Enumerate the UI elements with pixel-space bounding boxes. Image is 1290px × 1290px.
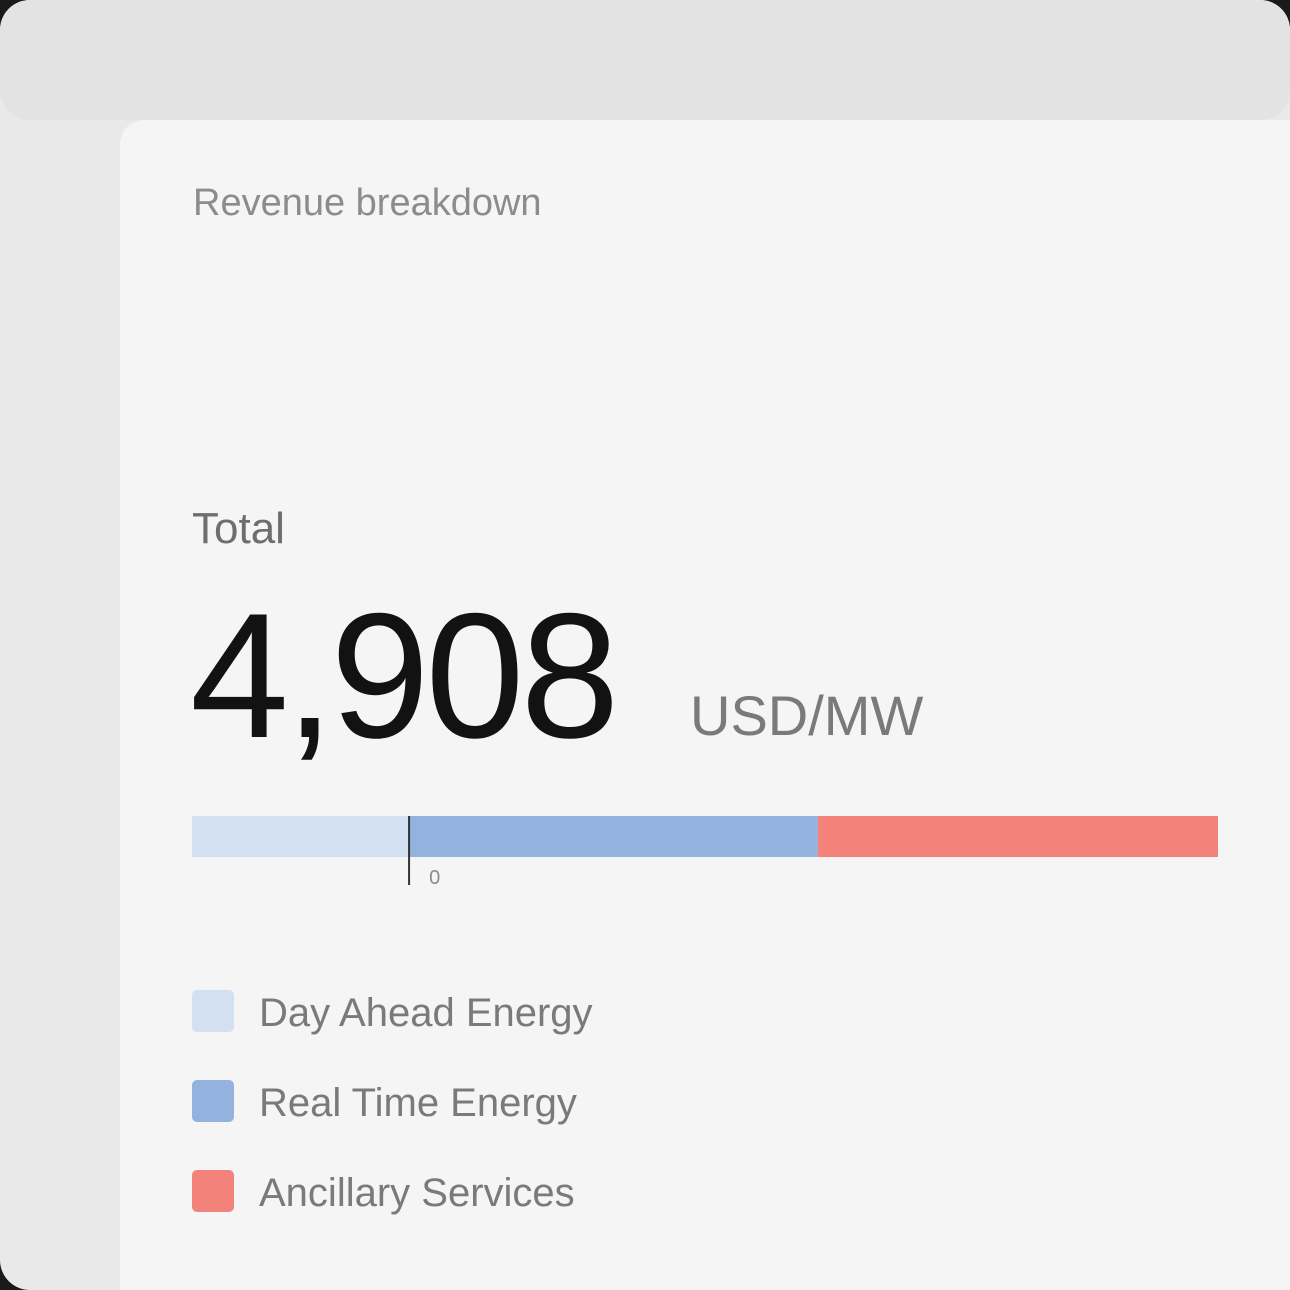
legend-label: Real Time Energy (259, 1081, 577, 1125)
card (120, 120, 1290, 1290)
bar-segment (192, 816, 410, 857)
x-tick-label: 0 (429, 867, 440, 889)
total-value: 4,908 (190, 576, 615, 775)
total-label: Total (192, 504, 285, 553)
total-unit: USD/MW (690, 684, 923, 747)
legend-swatch (192, 1080, 234, 1122)
bar-segment (817, 816, 1218, 857)
card-title: Revenue breakdown (193, 182, 542, 224)
background-header (0, 0, 1290, 120)
legend-swatch (192, 1170, 234, 1212)
legend-label: Ancillary Services (259, 1171, 575, 1215)
legend-label: Day Ahead Energy (259, 991, 593, 1035)
legend-swatch (192, 990, 234, 1032)
bar-segment (409, 816, 818, 857)
